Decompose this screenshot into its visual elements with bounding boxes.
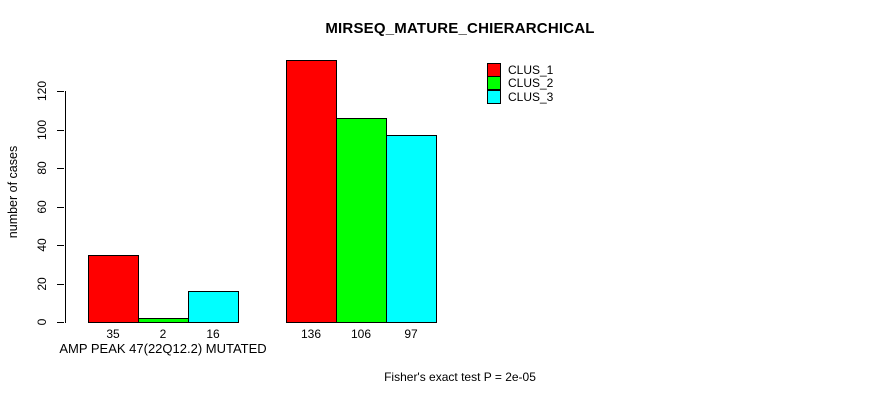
legend-label: CLUS_3 bbox=[508, 89, 554, 104]
bar-clus_2-group-2 bbox=[336, 118, 387, 323]
chart-title: MIRSEQ_MATURE_CHIERARCHICAL bbox=[325, 20, 595, 37]
bar-value-label: 35 bbox=[106, 327, 120, 341]
bar-clus_3-group-1 bbox=[188, 291, 239, 323]
x-axis-group-label: AMP PEAK 47(22Q12.2) MUTATED bbox=[59, 341, 267, 356]
bar-clus_3-group-2 bbox=[386, 135, 437, 323]
legend-label: CLUS_1 bbox=[508, 62, 554, 77]
legend-row: CLUS_3 bbox=[487, 89, 554, 104]
y-tick-mark bbox=[57, 284, 64, 285]
legend: CLUS_1 CLUS_2 CLUS_3 bbox=[487, 62, 554, 104]
y-tick-mark bbox=[57, 91, 64, 92]
y-tick-label: 60 bbox=[35, 199, 49, 214]
y-tick-mark bbox=[57, 207, 64, 208]
legend-label: CLUS_2 bbox=[508, 76, 554, 91]
bar-clus_1-group-1 bbox=[88, 255, 139, 323]
y-axis-label: number of cases bbox=[6, 145, 20, 239]
bar-clus_2-group-1 bbox=[138, 318, 189, 323]
legend-row: CLUS_1 bbox=[487, 62, 554, 77]
legend-row: CLUS_2 bbox=[487, 76, 554, 91]
y-axis-line bbox=[65, 91, 66, 323]
y-tick-label: 20 bbox=[35, 276, 49, 291]
y-tick-mark bbox=[57, 322, 64, 323]
y-tick-label: 100 bbox=[35, 119, 49, 140]
y-tick-mark bbox=[57, 245, 64, 246]
bar-value-label: 16 bbox=[206, 327, 220, 341]
y-tick-mark bbox=[57, 168, 64, 169]
y-tick-label: 120 bbox=[35, 80, 49, 102]
legend-swatch-clus_2 bbox=[487, 76, 501, 91]
legend-swatch-clus_3 bbox=[487, 89, 501, 104]
y-tick-label: 80 bbox=[35, 161, 49, 175]
bar-clus_1-group-2 bbox=[286, 60, 337, 323]
bar-value-label: 106 bbox=[350, 327, 372, 341]
y-tick-mark bbox=[57, 130, 64, 131]
legend-swatch-clus_1 bbox=[487, 62, 501, 77]
y-tick-label: 40 bbox=[35, 238, 49, 252]
bar-value-label: 97 bbox=[404, 327, 418, 341]
bar-value-label: 2 bbox=[159, 327, 167, 341]
bar-value-label: 136 bbox=[300, 327, 322, 341]
annotation-text: Fisher's exact test P = 2e-05 bbox=[384, 370, 536, 384]
y-tick-label: 0 bbox=[35, 318, 49, 326]
